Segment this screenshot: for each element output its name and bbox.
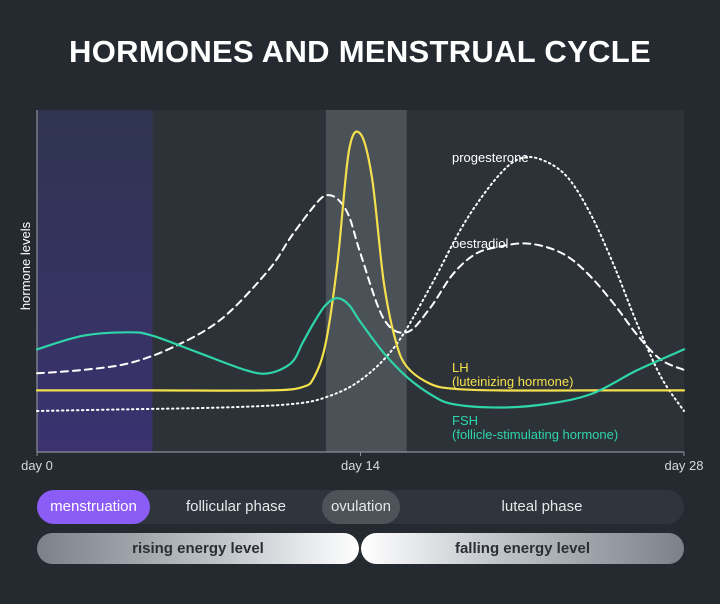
chart-series: [35, 130, 686, 412]
chart-labels: progesterone oestradiol LH(luteinizing hor…: [452, 150, 618, 442]
energy-falling: falling energy level: [361, 533, 684, 564]
chart-title: HORMONES AND MENSTRUAL CYCLE: [69, 34, 651, 69]
series-progesterone: [36, 155, 685, 412]
x-tick-label: day 0: [21, 458, 53, 473]
series-label-progesterone: progesterone: [452, 150, 529, 165]
chart-axes: day 0 day 14 day 28 hormone levels: [18, 110, 704, 473]
series-label-fsh: FSH: [452, 413, 478, 428]
series-label-lh: (luteinizing hormone): [452, 374, 573, 389]
series-fsh: [35, 297, 686, 409]
series-oestradiol: [36, 194, 685, 375]
phase-follicular: follicular phase: [185, 498, 287, 515]
phase-menstruation: menstruation: [37, 490, 150, 524]
phase-luteal: luteal phase: [501, 498, 583, 515]
hormone-chart: day 0 day 14 day 28 hormone levels progeste…: [18, 110, 704, 473]
region-menstruation: [37, 110, 153, 452]
y-axis-label: hormone levels: [18, 221, 33, 310]
series-label-fsh: (follicle-stimulating hormone): [452, 427, 618, 442]
x-tick-label: day 28: [664, 458, 703, 473]
chart-background-layer: [37, 110, 684, 452]
region-ovulation: [325, 110, 407, 452]
energy-rising: rising energy level: [37, 533, 359, 564]
phase-ovulation: ovulation: [322, 490, 400, 524]
series-label-oestradiol: oestradiol: [452, 236, 508, 251]
x-tick-label: day 14: [341, 458, 380, 473]
series-lh: [35, 130, 686, 392]
series-label-lh: LH: [452, 360, 469, 375]
